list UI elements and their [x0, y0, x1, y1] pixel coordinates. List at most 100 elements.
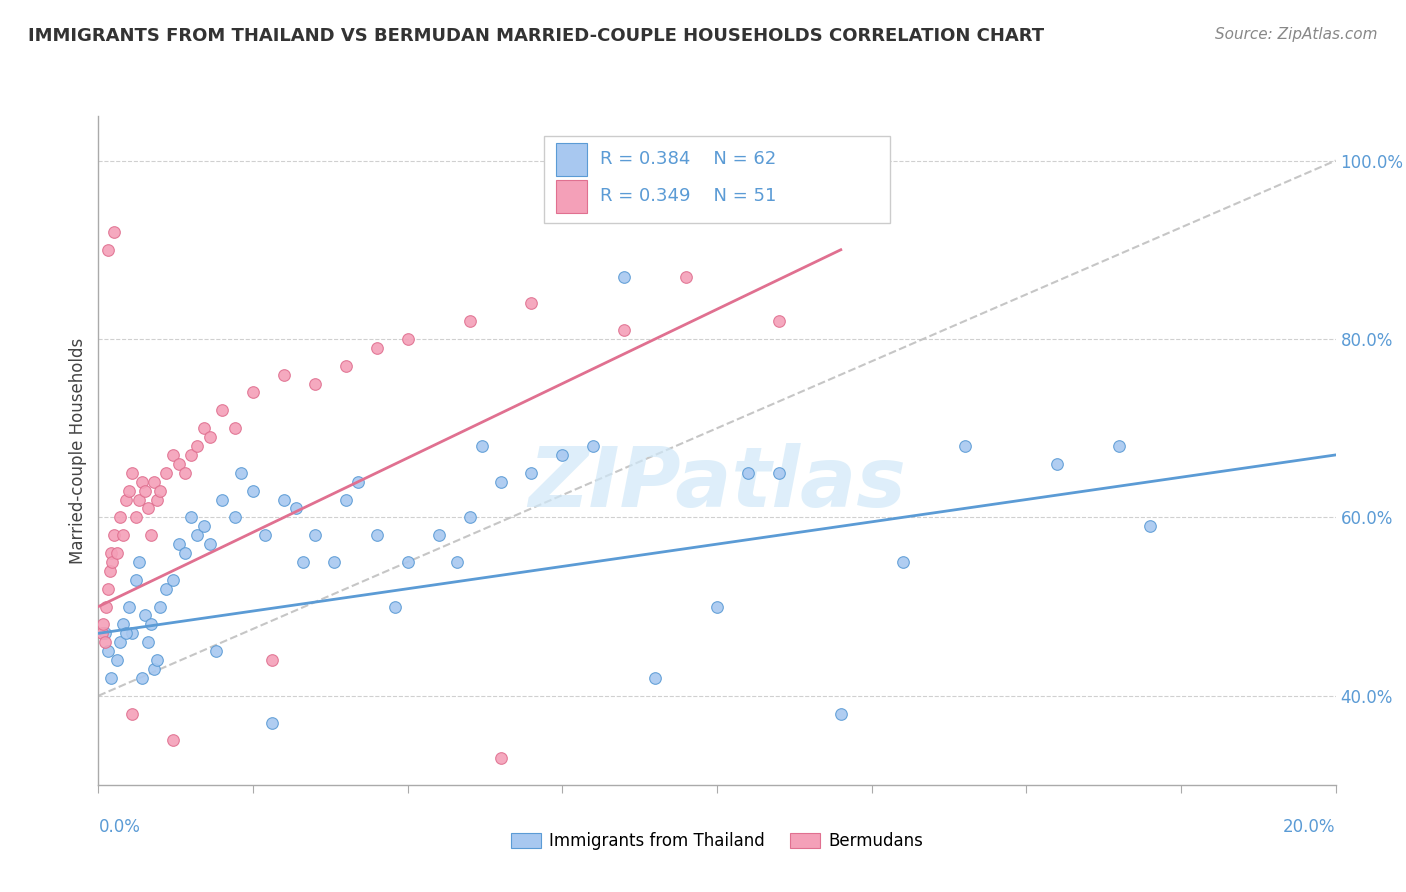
Point [108, 510, 131, 524]
Legend: Immigrants from Thailand, Bermudans: Immigrants from Thailand, Bermudans [505, 826, 929, 857]
Point [273, 368, 295, 382]
Point [224, 421, 246, 435]
Point [520, 296, 543, 310]
Point [128, 555, 150, 569]
Point [143, 475, 166, 489]
Point [121, 466, 143, 480]
Bar [557, 179, 588, 213]
Point [180, 448, 202, 462]
Point [347, 475, 370, 489]
Point [128, 492, 150, 507]
Point [131, 475, 153, 489]
Point [582, 439, 605, 453]
Point [1046, 457, 1069, 471]
Point [335, 359, 357, 373]
Point [396, 332, 419, 346]
Point [167, 457, 190, 471]
Point [224, 510, 246, 524]
Point [93, 617, 115, 632]
Point [93, 635, 115, 649]
Point [446, 555, 468, 569]
Bar [557, 143, 588, 177]
Point [155, 466, 177, 480]
Point [115, 626, 138, 640]
Point [613, 323, 636, 337]
Point [174, 546, 197, 560]
Point [675, 269, 697, 284]
Point [193, 421, 215, 435]
Point [458, 510, 481, 524]
Point [458, 314, 481, 328]
Point [105, 546, 128, 560]
Point [155, 582, 177, 596]
Point [174, 466, 197, 480]
Point [198, 430, 221, 444]
Point [198, 537, 221, 551]
Point [211, 492, 233, 507]
Point [186, 528, 208, 542]
Point [93, 626, 115, 640]
Point [471, 439, 494, 453]
Point [146, 653, 169, 667]
Text: R = 0.384    N = 62: R = 0.384 N = 62 [599, 151, 776, 169]
Point [103, 528, 125, 542]
Point [1108, 439, 1130, 453]
Point [167, 537, 190, 551]
Point [121, 626, 143, 640]
Point [273, 492, 295, 507]
Point [162, 573, 184, 587]
Point [285, 501, 308, 516]
Point [291, 555, 314, 569]
Point [149, 599, 172, 614]
Point [304, 528, 326, 542]
Point [520, 466, 543, 480]
Point [90, 626, 112, 640]
Point [149, 483, 172, 498]
Text: R = 0.349    N = 51: R = 0.349 N = 51 [599, 187, 776, 205]
Point [768, 466, 790, 480]
Point [146, 492, 169, 507]
Point [115, 492, 138, 507]
Point [768, 314, 790, 328]
Point [242, 385, 264, 400]
FancyBboxPatch shape [544, 136, 890, 223]
Point [108, 635, 131, 649]
Point [103, 225, 125, 239]
Point [98, 564, 121, 578]
Point [489, 475, 512, 489]
Point [260, 715, 283, 730]
Point [205, 644, 228, 658]
Point [100, 546, 122, 560]
Text: 20.0%: 20.0% [1284, 818, 1336, 836]
Point [322, 555, 344, 569]
Point [143, 662, 166, 676]
Point [644, 671, 666, 685]
Point [211, 403, 233, 417]
Point [186, 439, 208, 453]
Point [830, 706, 852, 721]
Text: 0.0%: 0.0% [98, 818, 141, 836]
Point [139, 617, 162, 632]
Point [193, 519, 215, 533]
Point [366, 528, 388, 542]
Point [242, 483, 264, 498]
Text: ZIPatlas: ZIPatlas [529, 443, 905, 524]
Point [613, 269, 636, 284]
Point [139, 528, 162, 542]
Point [134, 483, 156, 498]
Point [121, 706, 143, 721]
Point [953, 439, 976, 453]
Point [229, 466, 252, 480]
Point [131, 671, 153, 685]
Point [124, 510, 146, 524]
Point [94, 599, 117, 614]
Point [134, 608, 156, 623]
Point [97, 644, 120, 658]
Point [551, 448, 574, 462]
Point [124, 573, 146, 587]
Point [260, 653, 283, 667]
Point [891, 555, 914, 569]
Point [384, 599, 406, 614]
Point [180, 510, 202, 524]
Point [366, 341, 388, 355]
